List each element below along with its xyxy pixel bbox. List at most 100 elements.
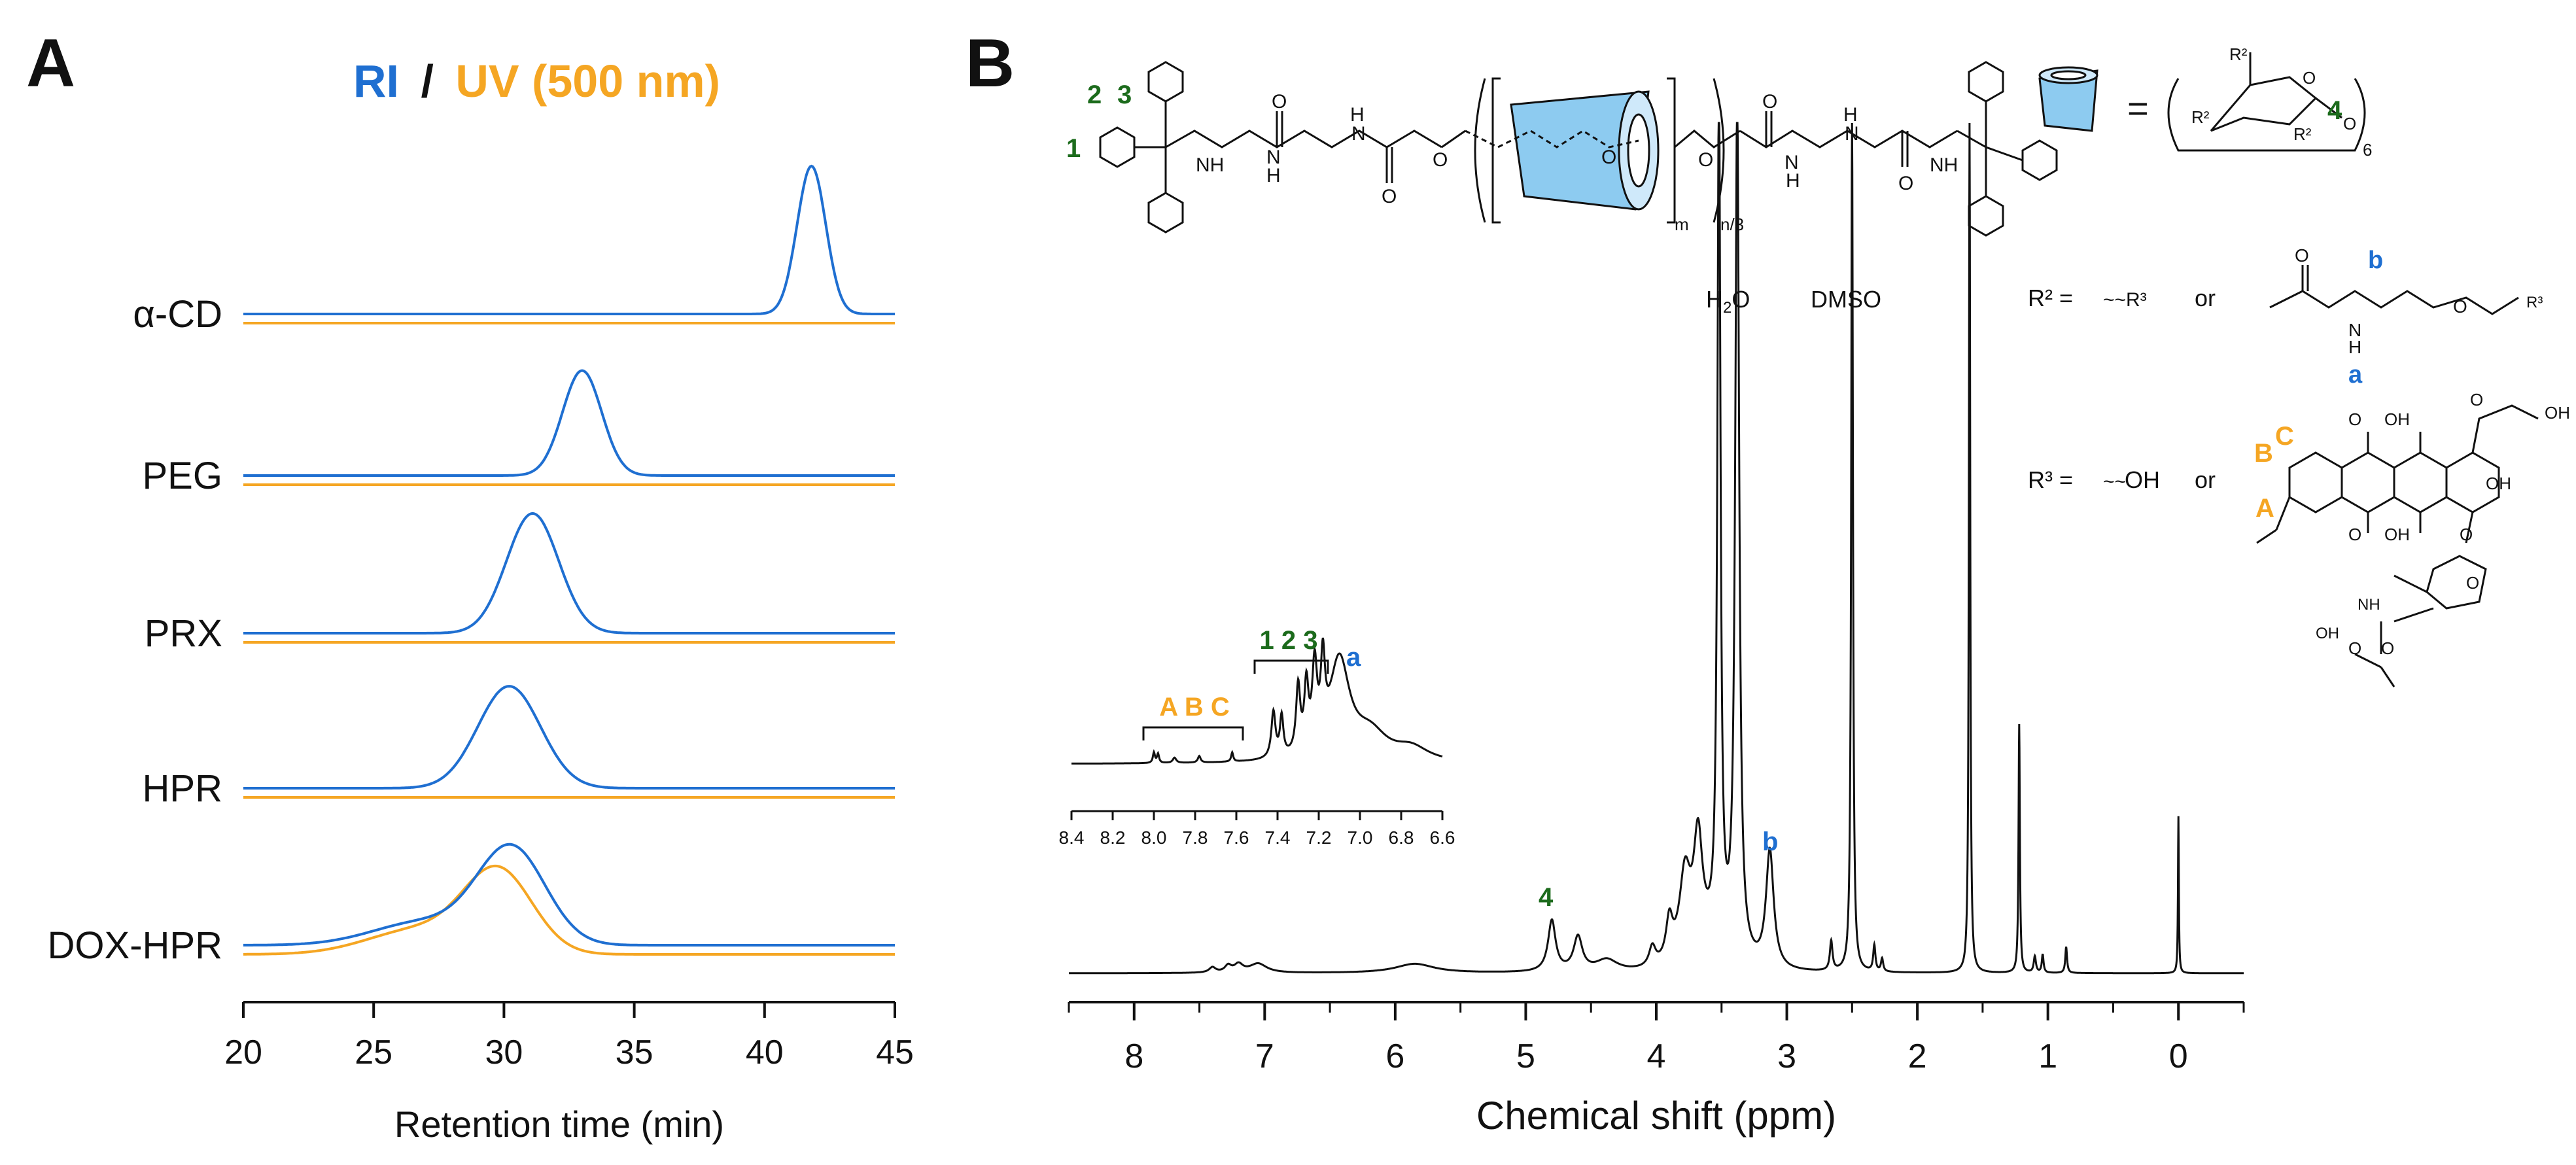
r2-linker-bonds: [2269, 265, 2519, 315]
inset-tick-label: 8.0: [1141, 827, 1167, 848]
cd-six: 6: [2363, 140, 2372, 160]
sample-label: PEG: [143, 455, 223, 497]
polyrotaxane-structure: [1099, 61, 2058, 237]
phenyl-ring: [1147, 192, 1184, 234]
inset-label-abc: A B C: [1159, 693, 1229, 722]
inset-tick-label: 7.2: [1306, 827, 1332, 848]
dox-o-top: O: [2348, 409, 2361, 429]
inset-tick-label: 8.2: [1100, 827, 1126, 848]
nmr-x-label: Chemical shift (ppm): [1476, 1094, 1836, 1138]
inset-x-ticks: 8.4 8.2 8.0 7.8 7.6 7.4 7.2 7.0 6.8 6.6: [1059, 811, 1455, 848]
dox-hn: NH: [2358, 596, 2380, 614]
carbamate-n: N: [1351, 123, 1366, 145]
carbonyl-o: O: [1272, 91, 1287, 113]
trityl-number-2: 2: [1087, 80, 1102, 109]
r2-or: or: [2195, 285, 2216, 311]
subscript-n3: n/3: [1720, 215, 1744, 234]
r3-or: or: [2195, 466, 2216, 493]
r2-def-prefix: R² =: [2028, 285, 2073, 311]
bracket-right-inner: [1667, 77, 1676, 224]
ri-trace-2: [243, 512, 895, 635]
trityl-number-1: 1: [1066, 134, 1081, 163]
dox-ketone-o: O: [2470, 390, 2483, 409]
gpc-tick-label: 45: [876, 1034, 914, 1071]
inset-tick-label: 7.4: [1265, 827, 1291, 848]
inset-spectrum-trace: [1071, 637, 1443, 765]
cd-r2-top: R²: [2229, 44, 2248, 64]
bracket-left-outer: [1474, 78, 1486, 223]
phenyl-ring: [1968, 195, 2004, 237]
bracket-left-inner: [1491, 77, 1501, 224]
gpc-sample-labels: α-CD PEG PRX HPR DOX-HPR: [48, 293, 222, 967]
gpc-tick-label: 25: [355, 1034, 392, 1071]
amide-h-right: H: [1786, 170, 1800, 192]
nmr-tick-label: 0: [2169, 1037, 2188, 1075]
legend-slash: /: [421, 56, 433, 107]
gpc-tick-label: 20: [224, 1034, 262, 1071]
cd-bracket-left: [2167, 78, 2366, 152]
nmr-tick-label: 7: [1255, 1037, 1274, 1075]
ri-trace-0: [243, 164, 895, 315]
subscript-m: m: [1675, 215, 1689, 234]
uv-trace-4: [243, 864, 895, 956]
r3-def-prefix: R³ =: [2028, 466, 2073, 493]
cyclodextrin-cavity: [1627, 113, 1650, 188]
r2-b: b: [2368, 247, 2383, 274]
dox-o-sugar: O: [2466, 573, 2479, 593]
amine-right: NH: [1930, 154, 1958, 176]
sample-label: PRX: [145, 612, 222, 655]
carbamate-h: H: [1350, 104, 1365, 126]
legend-uv: UV (500 nm): [455, 56, 720, 107]
r3-def-wavy: ~~: [2103, 471, 2126, 493]
cd-o-bridge: O: [2343, 114, 2356, 133]
nmr-tick-label: 6: [1385, 1037, 1404, 1075]
inset-label-123: 1 2 3: [1260, 626, 1318, 655]
sample-label: HPR: [143, 767, 222, 810]
cd-position-4: 4: [2327, 96, 2342, 125]
cd-r2-left: R²: [2191, 107, 2210, 127]
dox-oh-sugar: OH: [2316, 625, 2339, 642]
inset-brackets: [1142, 659, 1329, 740]
dox-o-carbamate2: O: [2381, 638, 2394, 658]
ether-o-left: O: [1433, 149, 1448, 171]
phenyl-ring: [1147, 61, 1184, 103]
sample-label: α-CD: [133, 293, 222, 336]
inset-tick-label: 8.4: [1059, 827, 1085, 848]
peak-label-water: H2O: [1706, 286, 1750, 317]
r2-def-wavy: ~~: [2103, 289, 2126, 311]
sample-label: DOX-HPR: [48, 924, 222, 967]
gpc-traces: [243, 164, 895, 956]
dox-oh-side: OH: [2545, 403, 2570, 423]
ether-o-right: O: [1698, 149, 1713, 171]
equals-sign: =: [2127, 88, 2149, 129]
r2-carbamate-o: O: [2295, 245, 2309, 266]
carbamate-o-bottom: O: [1382, 186, 1397, 207]
inset-tick-label: 7.6: [1224, 827, 1249, 848]
dox-skeleton: [2256, 404, 2539, 687]
nmr-tick-label: 3: [1777, 1037, 1796, 1075]
gpc-tick-label: 40: [746, 1034, 784, 1071]
amide-n-right: N: [1784, 152, 1799, 173]
amide-n: N: [1266, 147, 1281, 168]
nmr-tick-label: 1: [2038, 1037, 2057, 1075]
amide-h: H: [1266, 165, 1281, 186]
inset-tick-label: 7.0: [1348, 827, 1373, 848]
dox-oh-bottom: OH: [2384, 525, 2410, 544]
nmr-tick-label: 5: [1516, 1037, 1535, 1075]
nmr-peak-labels: H2O DMSO 4 b: [1539, 286, 1881, 912]
cd-r2-bottom: R²: [2293, 124, 2312, 144]
ri-trace-4: [243, 843, 895, 947]
r2-a: a: [2348, 361, 2363, 389]
dox-o-carbamate: O: [2348, 638, 2361, 658]
nmr-x-ticks: 8 7 6 5 4 3 2 1 0: [1068, 1002, 2245, 1075]
panel-a-legend: RI / UV (500 nm): [353, 56, 720, 107]
panel-b-label: B: [966, 26, 1015, 101]
nmr-spectrum-trace: [1069, 122, 2244, 975]
inset-label-a: a: [1346, 643, 1361, 672]
cd-definition-labels: = R² O R² R² O 6 4: [2127, 44, 2372, 160]
gpc-x-ticks: 20 25 30 35 40 45: [224, 1002, 914, 1071]
legend-ri: RI: [353, 56, 399, 107]
phenyl-ring: [1099, 126, 1136, 168]
r3-def-oh: OH: [2125, 466, 2160, 493]
